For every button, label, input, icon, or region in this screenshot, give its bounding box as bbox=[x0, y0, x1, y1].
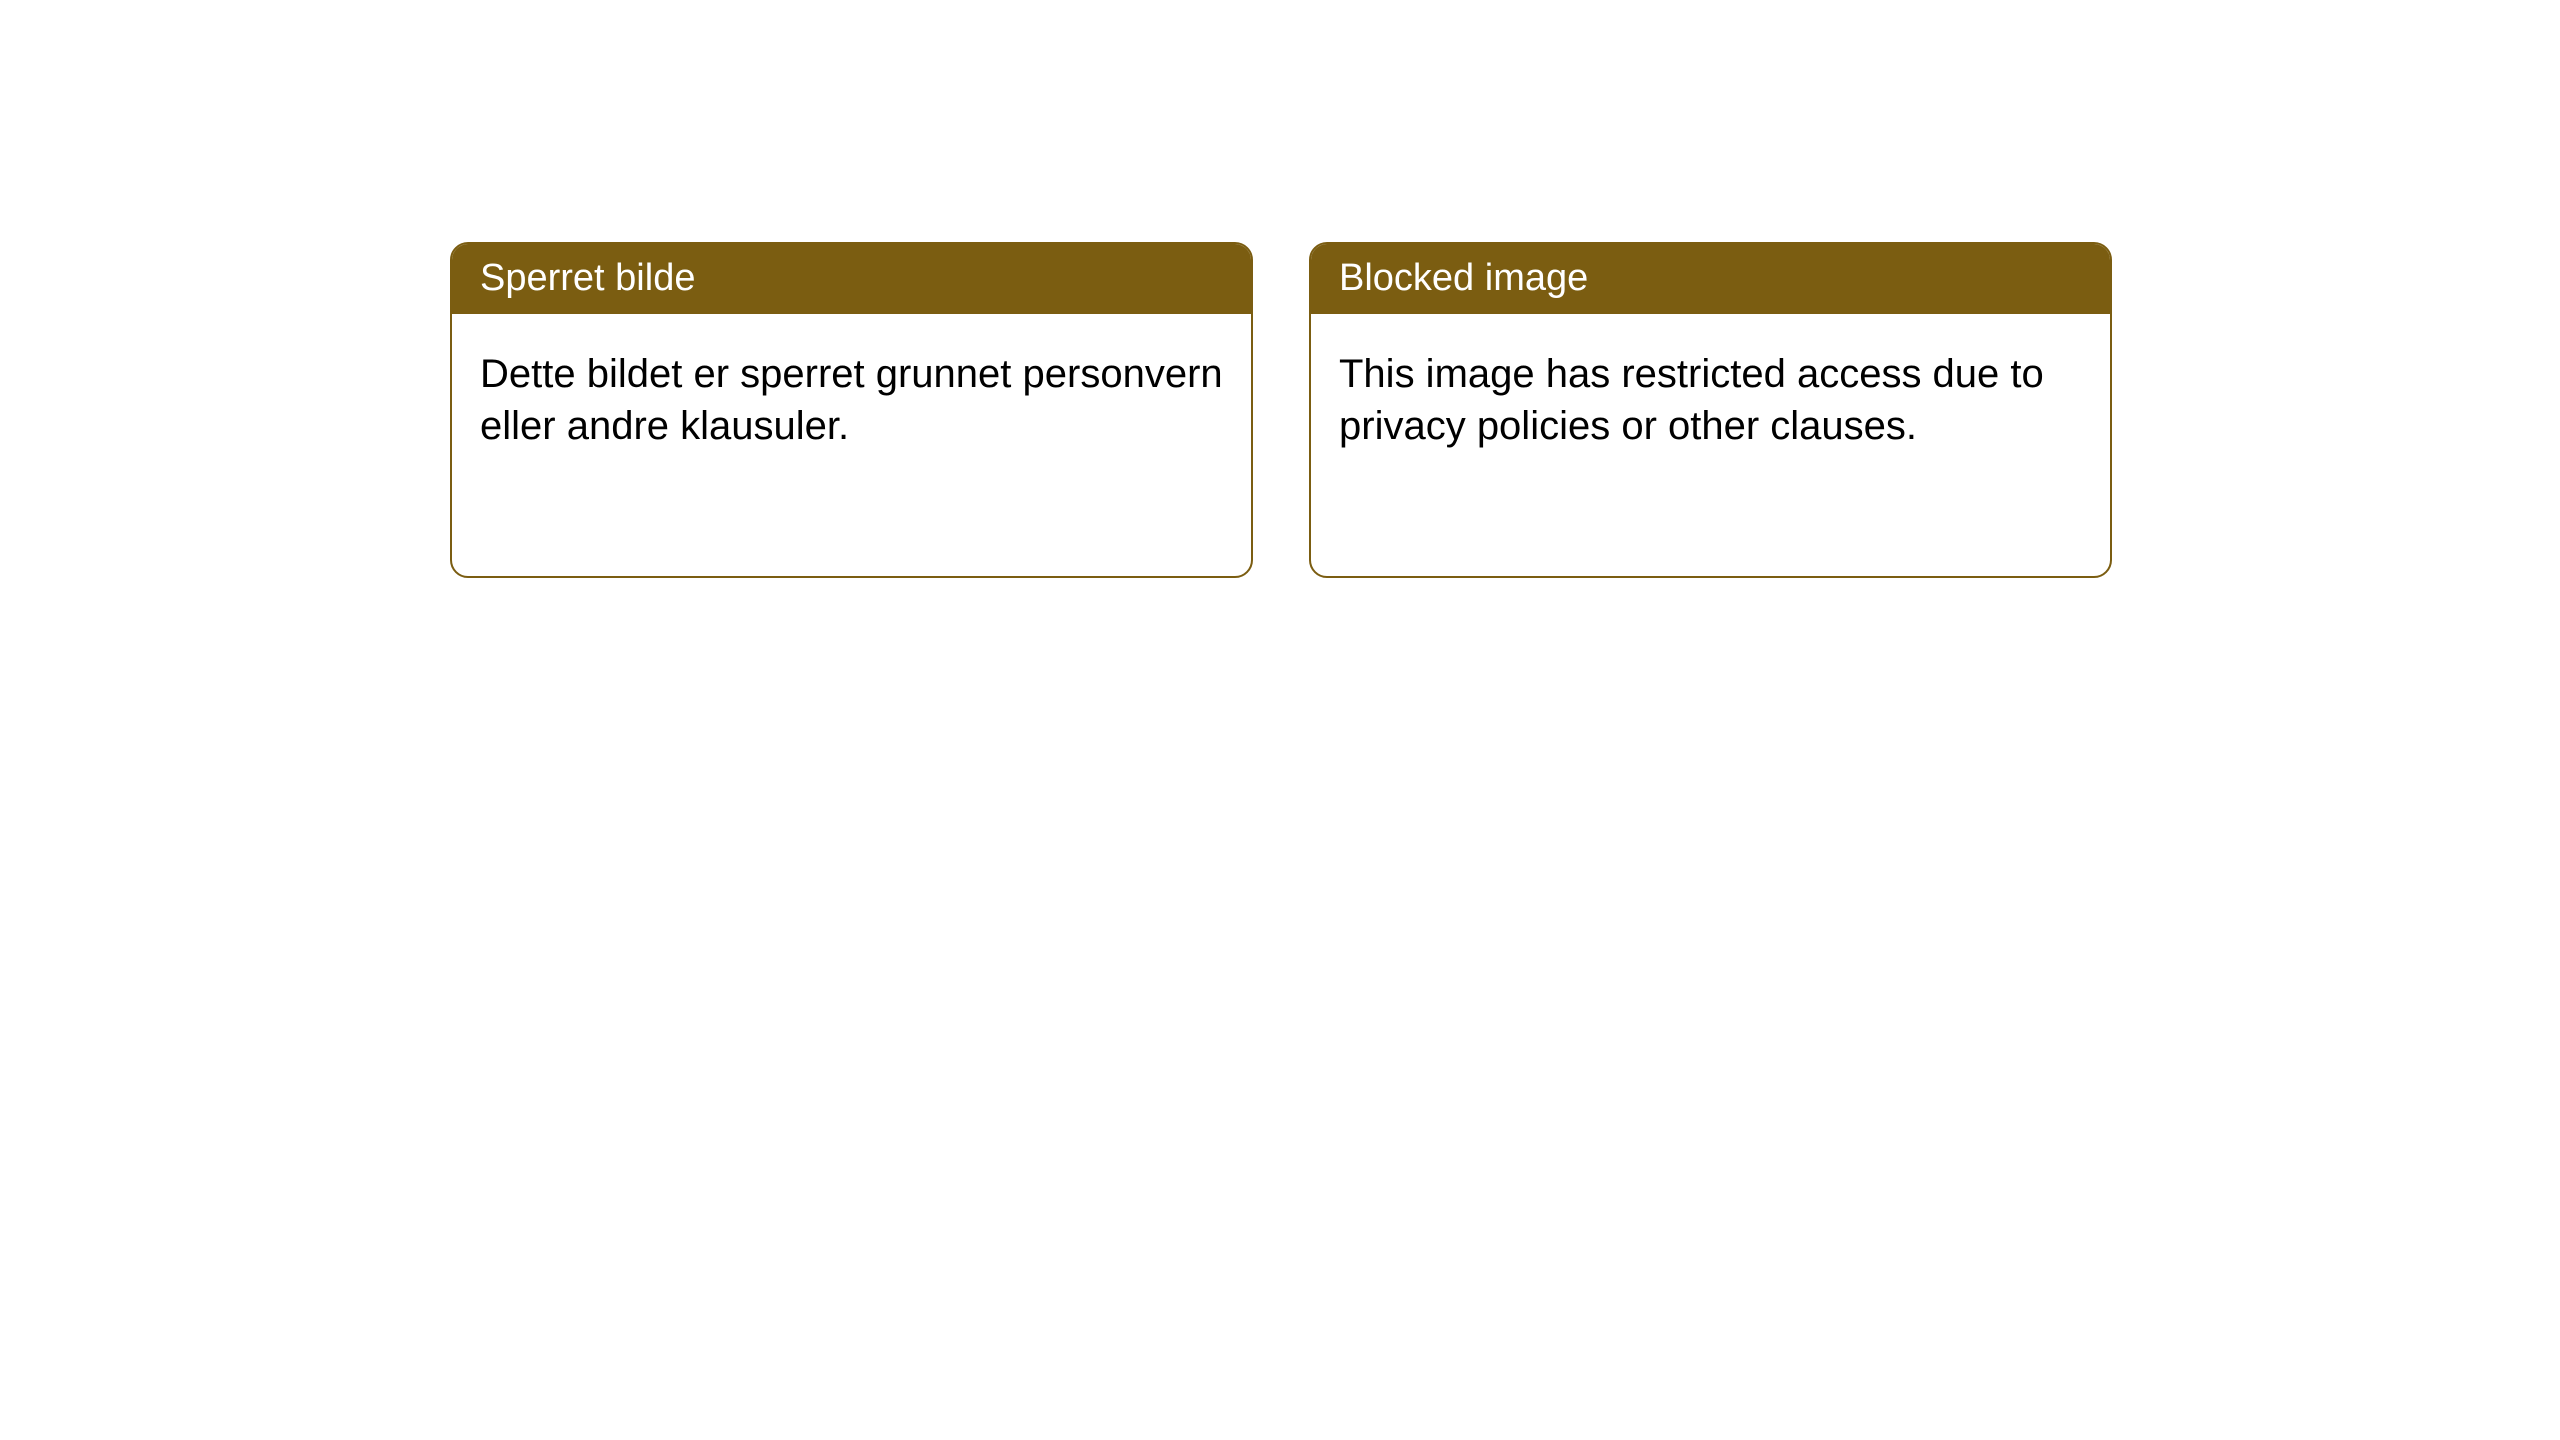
notice-header: Sperret bilde bbox=[452, 244, 1251, 314]
notice-container: Sperret bilde Dette bildet er sperret gr… bbox=[0, 0, 2560, 578]
notice-card-english: Blocked image This image has restricted … bbox=[1309, 242, 2112, 578]
notice-header: Blocked image bbox=[1311, 244, 2110, 314]
notice-body: Dette bildet er sperret grunnet personve… bbox=[452, 314, 1251, 486]
notice-body: This image has restricted access due to … bbox=[1311, 314, 2110, 486]
notice-card-norwegian: Sperret bilde Dette bildet er sperret gr… bbox=[450, 242, 1253, 578]
